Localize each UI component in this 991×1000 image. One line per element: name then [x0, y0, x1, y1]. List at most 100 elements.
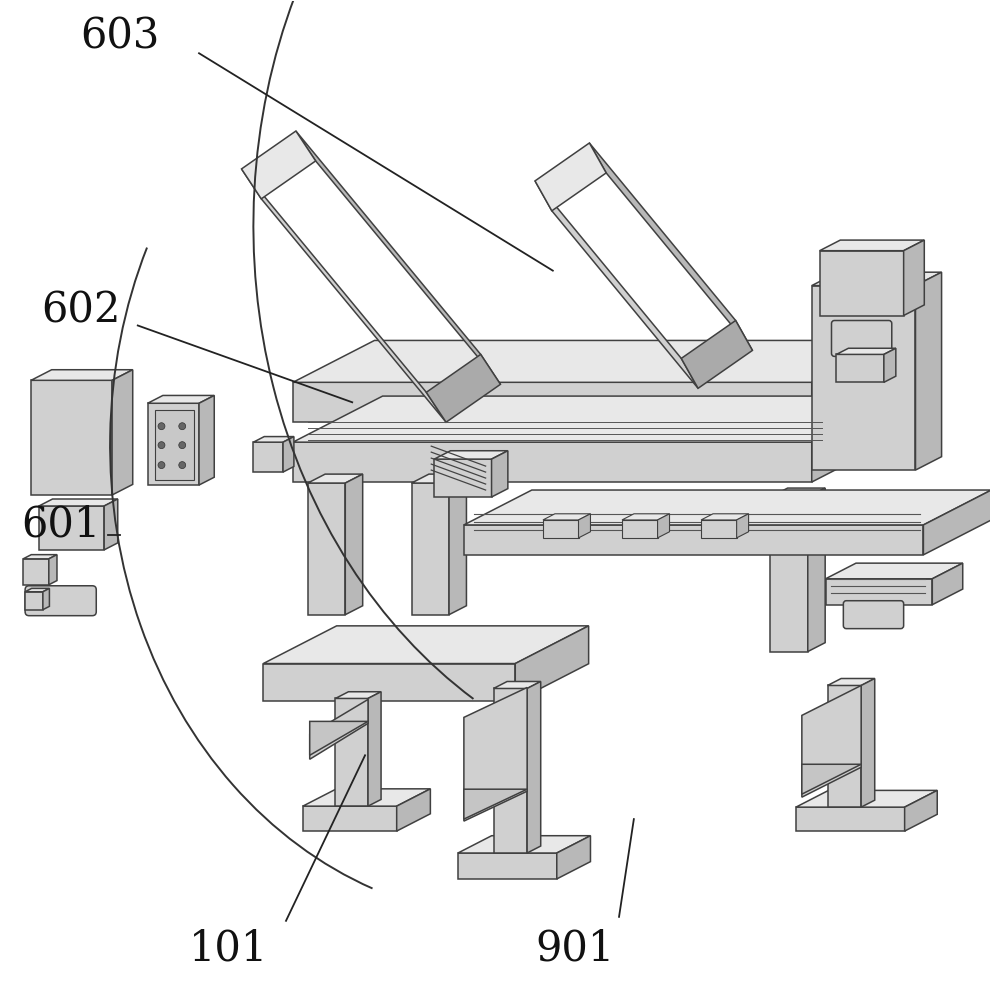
Polygon shape [904, 240, 925, 316]
Polygon shape [827, 679, 875, 685]
Polygon shape [557, 836, 591, 879]
Polygon shape [701, 514, 748, 520]
FancyBboxPatch shape [843, 601, 904, 629]
Polygon shape [579, 514, 591, 538]
Polygon shape [802, 685, 861, 797]
Polygon shape [464, 525, 924, 555]
Polygon shape [622, 520, 658, 538]
Polygon shape [464, 490, 991, 525]
Polygon shape [770, 488, 826, 497]
Polygon shape [535, 181, 698, 388]
Polygon shape [25, 588, 50, 592]
Polygon shape [836, 354, 884, 382]
Polygon shape [308, 474, 363, 483]
Polygon shape [796, 807, 905, 831]
Polygon shape [39, 506, 104, 550]
Circle shape [158, 462, 165, 469]
Polygon shape [458, 836, 591, 853]
Polygon shape [826, 563, 962, 579]
Polygon shape [796, 790, 937, 807]
Polygon shape [464, 687, 527, 821]
Polygon shape [434, 459, 492, 497]
Polygon shape [25, 592, 43, 610]
Polygon shape [820, 251, 904, 316]
Polygon shape [23, 559, 49, 585]
Bar [155, 410, 194, 480]
Polygon shape [104, 499, 118, 550]
Polygon shape [303, 806, 396, 831]
Polygon shape [310, 721, 368, 755]
Polygon shape [836, 348, 896, 354]
Polygon shape [494, 688, 527, 853]
Polygon shape [293, 396, 902, 442]
Polygon shape [916, 272, 941, 470]
Polygon shape [826, 579, 933, 605]
Polygon shape [884, 348, 896, 382]
Polygon shape [335, 698, 368, 806]
Polygon shape [49, 555, 56, 585]
Polygon shape [43, 588, 50, 610]
Polygon shape [812, 272, 941, 286]
Polygon shape [449, 474, 467, 615]
Polygon shape [434, 451, 507, 459]
Polygon shape [345, 474, 363, 615]
FancyBboxPatch shape [25, 586, 96, 616]
Polygon shape [802, 764, 861, 794]
Polygon shape [310, 699, 368, 759]
FancyBboxPatch shape [831, 320, 892, 356]
Polygon shape [31, 380, 112, 495]
Circle shape [178, 423, 185, 430]
Polygon shape [812, 396, 902, 482]
Polygon shape [736, 514, 748, 538]
Circle shape [158, 423, 165, 430]
Polygon shape [112, 370, 133, 495]
Polygon shape [543, 514, 591, 520]
Polygon shape [368, 692, 382, 806]
Polygon shape [283, 437, 294, 472]
Polygon shape [622, 514, 670, 520]
Text: 601: 601 [21, 504, 100, 546]
Polygon shape [494, 681, 541, 688]
Polygon shape [148, 403, 199, 485]
Polygon shape [308, 483, 345, 615]
Polygon shape [820, 240, 925, 251]
Polygon shape [411, 474, 467, 483]
Polygon shape [464, 789, 527, 819]
Polygon shape [254, 437, 294, 442]
Polygon shape [335, 692, 382, 698]
Polygon shape [543, 520, 579, 538]
Text: 603: 603 [80, 15, 160, 57]
Polygon shape [933, 563, 962, 605]
Circle shape [158, 442, 165, 449]
Polygon shape [535, 143, 606, 211]
Polygon shape [426, 354, 500, 422]
Polygon shape [293, 340, 893, 382]
Polygon shape [770, 497, 808, 652]
Polygon shape [293, 442, 812, 482]
Polygon shape [924, 490, 991, 555]
Polygon shape [701, 520, 736, 538]
Polygon shape [39, 499, 118, 506]
Polygon shape [264, 664, 515, 701]
Polygon shape [31, 370, 133, 380]
Polygon shape [808, 488, 826, 652]
Polygon shape [411, 483, 449, 615]
Circle shape [178, 442, 185, 449]
Polygon shape [658, 514, 670, 538]
Polygon shape [681, 320, 752, 388]
Polygon shape [827, 685, 861, 807]
Text: 101: 101 [189, 928, 269, 970]
Polygon shape [199, 395, 214, 485]
Polygon shape [254, 442, 283, 472]
Circle shape [178, 462, 185, 469]
Polygon shape [812, 286, 916, 470]
Polygon shape [905, 790, 937, 831]
Polygon shape [812, 340, 893, 422]
Polygon shape [458, 853, 557, 879]
Polygon shape [293, 382, 812, 422]
Polygon shape [23, 555, 56, 559]
Polygon shape [296, 131, 500, 384]
Polygon shape [492, 451, 507, 497]
Polygon shape [527, 681, 541, 853]
Text: 602: 602 [41, 290, 121, 332]
